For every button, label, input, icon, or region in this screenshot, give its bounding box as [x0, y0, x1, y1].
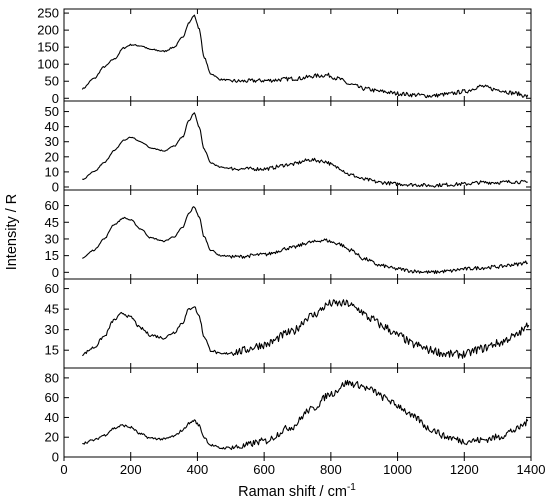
panel-frame — [63, 367, 532, 458]
panel-5: 0 20 40 60 80 — [45, 367, 532, 465]
y-tick-label: 45 — [45, 302, 59, 317]
y-tick-label: 40 — [45, 410, 59, 425]
y-tick-label: 100 — [37, 57, 59, 72]
y-tick-label: 15 — [45, 343, 59, 358]
y-tick-label: 45 — [45, 215, 59, 230]
x-tick-label: 1400 — [517, 462, 546, 477]
y-tick-label: 20 — [45, 430, 59, 445]
panel-frame — [63, 189, 532, 280]
y-tick-label: 15 — [45, 248, 59, 263]
y-tick-label: 50 — [45, 104, 59, 119]
x-tick-label: 600 — [253, 462, 275, 477]
spectrum-line-5 — [82, 379, 529, 451]
spectrum-line-2 — [82, 112, 528, 188]
y-tick-label: 0 — [52, 265, 59, 280]
y-tick-label: 250 — [37, 6, 59, 21]
x-tick-label: 800 — [320, 462, 342, 477]
y-tick-label: 20 — [45, 149, 59, 164]
y-axis-title: Intensity / R — [4, 194, 20, 271]
x-tick-label: 400 — [187, 462, 209, 477]
panel-frame — [63, 100, 532, 191]
x-axis: 0 200 400 600 800 1000 1200 1400 — [60, 457, 545, 477]
y-tick-label: 60 — [45, 390, 59, 405]
y-tick-label: 150 — [37, 40, 59, 55]
y-tick-label: 30 — [45, 231, 59, 246]
y-tick-label: 200 — [37, 23, 59, 38]
spectrum-line-4 — [81, 299, 530, 359]
y-tick-label: 0 — [52, 91, 59, 106]
spectrum-line-3 — [82, 206, 529, 275]
panel-frame — [63, 8, 532, 102]
spectrum-line-1 — [81, 14, 529, 99]
panels-group: 0501001502002500102030405001530456015304… — [37, 6, 532, 465]
y-tick-label: 0 — [52, 450, 59, 465]
y-tick-label: 10 — [45, 164, 59, 179]
y-tick-label: 30 — [45, 322, 59, 337]
panel-1: 0 50 100 150 200 250 — [37, 6, 532, 106]
x-tick-label: 1200 — [450, 462, 479, 477]
panel-4: 15 30 45 60 — [45, 278, 532, 369]
y-tick-label: 80 — [45, 370, 59, 385]
x-tick-label: 200 — [120, 462, 142, 477]
y-tick-label: 50 — [45, 74, 59, 89]
y-tick-label: 40 — [45, 119, 59, 134]
y-tick-label: 0 — [52, 179, 59, 194]
x-tick-label: 1000 — [383, 462, 412, 477]
x-tick-label: 0 — [60, 462, 67, 477]
y-tick-label: 60 — [45, 281, 59, 296]
x-axis-title: Raman shift / cm-1 — [238, 482, 356, 500]
y-tick-label: 30 — [45, 134, 59, 149]
y-tick-label: 60 — [45, 198, 59, 213]
